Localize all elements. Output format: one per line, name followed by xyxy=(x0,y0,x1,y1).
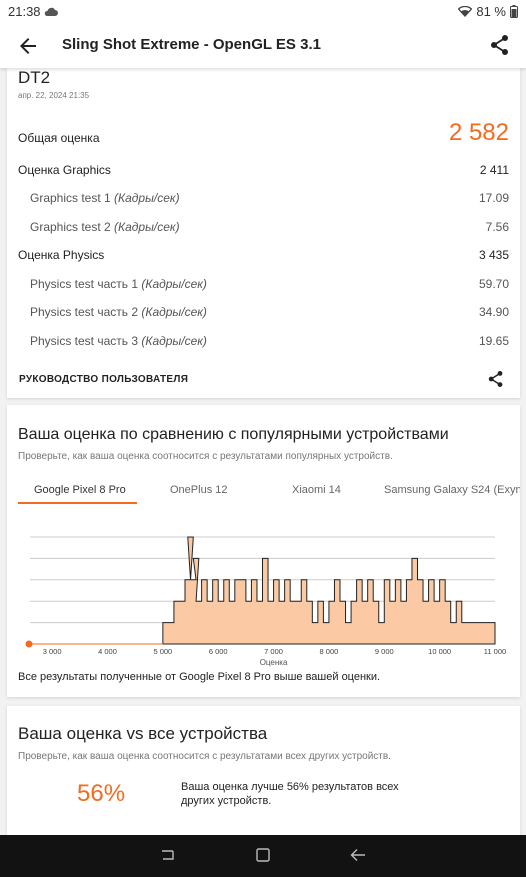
row-label: Graphics test 2 xyxy=(30,220,115,234)
row-unit: (Кадры/сек) xyxy=(141,334,207,348)
graphics-test-1-row: Graphics test 1 (Кадры/сек) 17.09 xyxy=(30,191,509,205)
all-devices-subtitle: Проверьте, как ваша оценка соотносится с… xyxy=(18,751,391,762)
comparison-title: Ваша оценка по сравнению с популярными у… xyxy=(18,426,449,443)
physics-test-2-row: Physics test часть 2 (Кадры/сек) 34.90 xyxy=(30,305,509,319)
status-bar: 21:38 81 % xyxy=(0,0,526,24)
share-icon[interactable] xyxy=(488,370,504,388)
overall-score-value: 2 582 xyxy=(448,119,509,146)
row-label: Оценка Graphics xyxy=(18,163,111,177)
row-value: 3 435 xyxy=(478,248,509,262)
row-value: 2 411 xyxy=(479,163,509,177)
tab-oneplus-12[interactable]: OnePlus 12 xyxy=(170,484,228,496)
x-tick-label: 4 000 xyxy=(98,647,117,656)
device-tabs: Google Pixel 8 Pro OnePlus 12 Xiaomi 14 … xyxy=(7,477,520,505)
percentile-value: 56% xyxy=(77,780,126,807)
overall-score-label: Общая оценка xyxy=(18,131,100,145)
x-tick-label: 3 000 xyxy=(43,647,62,656)
result-date: апр. 22, 2024 21:35 xyxy=(18,91,90,100)
recents-icon[interactable] xyxy=(160,848,176,862)
tab-samsung-galaxy-s24[interactable]: Samsung Galaxy S24 (Exyn xyxy=(384,484,520,496)
battery-icon xyxy=(510,5,518,18)
row-value: 17.09 xyxy=(478,191,509,205)
all-devices-title: Ваша оценка vs все устройства xyxy=(18,724,268,743)
app-bar: Sling Shot Extreme - OpenGL ES 3.1 xyxy=(0,24,526,68)
distribution-area xyxy=(162,536,496,645)
physics-test-3-row: Physics test часть 3 (Кадры/сек) 19.65 xyxy=(30,334,509,348)
x-tick-label: 11 000 xyxy=(484,647,506,656)
row-value: 59.70 xyxy=(478,277,509,291)
row-value: 7.56 xyxy=(485,220,509,234)
x-tick-label: 5 000 xyxy=(153,647,172,656)
system-nav-bar xyxy=(0,835,526,877)
row-unit: (Кадры/сек) xyxy=(141,277,207,291)
row-label: Physics test часть 3 xyxy=(30,334,142,348)
your-score-marker xyxy=(25,640,33,648)
battery-percent: 81 % xyxy=(476,4,506,19)
share-icon[interactable] xyxy=(490,34,510,56)
x-axis-label: Оценка xyxy=(260,658,288,667)
row-label: Physics test часть 2 xyxy=(30,305,142,319)
comparison-subtitle: Проверьте, как ваша оценка соотносится с… xyxy=(18,451,393,462)
x-tick-label: 7 000 xyxy=(264,647,283,656)
result-card: DT2 апр. 22, 2024 21:35 Общая оценка 2 5… xyxy=(7,68,520,398)
wifi-icon xyxy=(458,6,473,17)
device-name: DT2 xyxy=(18,68,51,87)
row-label: Оценка Physics xyxy=(18,248,105,262)
row-unit: (Кадры/сек) xyxy=(114,220,180,234)
score-distribution-chart: 3 000 4 000 5 000 6 000 7 000 8 000 9 000 10 00… xyxy=(25,536,506,667)
row-unit: (Кадры/сек) xyxy=(114,191,180,205)
comparison-footer: Все результаты полученные от Google Pixe… xyxy=(18,671,381,683)
row-value: 19.65 xyxy=(478,334,509,348)
row-value: 34.90 xyxy=(478,305,509,319)
graphics-score-row: Оценка Graphics 2 411 xyxy=(18,163,509,177)
all-devices-card: Ваша оценка vs все устройства Проверьте,… xyxy=(7,706,520,836)
user-guide-link[interactable]: РУКОВОДСТВО ПОЛЬЗОВАТЕЛЯ xyxy=(19,374,189,385)
home-icon[interactable] xyxy=(256,848,270,862)
status-time: 21:38 xyxy=(8,4,41,19)
physics-score-row: Оценка Physics 3 435 xyxy=(18,248,509,262)
back-arrow-icon[interactable] xyxy=(16,34,40,58)
cloud-icon xyxy=(44,5,58,20)
row-unit: (Кадры/сек) xyxy=(141,305,207,319)
percentile-description: Ваша оценка лучше 56% результатов всех д… xyxy=(181,781,399,807)
page-title: Sling Shot Extreme - OpenGL ES 3.1 xyxy=(62,36,321,53)
row-label: Graphics test 1 xyxy=(30,191,115,205)
graphics-test-2-row: Graphics test 2 (Кадры/сек) 7.56 xyxy=(30,220,509,234)
row-label: Physics test часть 1 xyxy=(30,277,142,291)
x-tick-label: 6 000 xyxy=(209,647,228,656)
tab-google-pixel-8-pro[interactable]: Google Pixel 8 Pro xyxy=(34,484,126,496)
physics-test-1-row: Physics test часть 1 (Кадры/сек) 59.70 xyxy=(30,277,509,291)
active-tab-indicator xyxy=(18,502,137,504)
status-right: 81 % xyxy=(458,4,518,19)
overall-score-row: Общая оценка 2 582 xyxy=(18,119,509,146)
back-icon[interactable] xyxy=(350,848,366,862)
x-axis-ticks: 3 000 4 000 5 000 6 000 7 000 8 000 9 000 10 00… xyxy=(43,647,506,656)
popular-devices-card: Ваша оценка по сравнению с популярными у… xyxy=(7,405,520,697)
tab-xiaomi-14[interactable]: Xiaomi 14 xyxy=(292,484,341,496)
x-tick-label: 8 000 xyxy=(320,647,339,656)
x-tick-label: 9 000 xyxy=(375,647,394,656)
x-tick-label: 10 000 xyxy=(428,647,451,656)
